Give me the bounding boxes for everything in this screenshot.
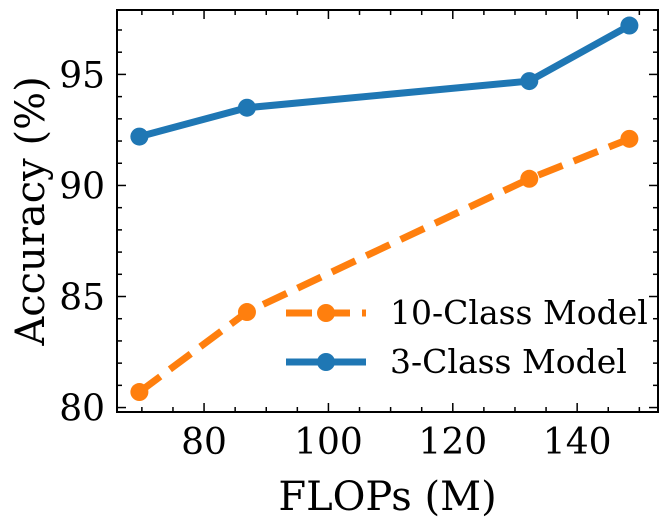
- series-line: [138, 22, 632, 140]
- legend-entry: 3-Class Model: [286, 342, 627, 381]
- x-axis-label: FLOPs (M): [278, 474, 496, 520]
- data-point: [237, 303, 256, 322]
- legend-label: 3-Class Model: [390, 342, 627, 381]
- x-tick-label: 100: [294, 422, 363, 463]
- ticks-layer: 80 100 120 140 80 85 90 95: [59, 10, 658, 463]
- data-point: [237, 98, 256, 117]
- legend-swatch-marker: [317, 304, 335, 322]
- y-tick-label: 80: [59, 389, 105, 430]
- data-point: [620, 16, 639, 35]
- series-layer: [130, 16, 639, 402]
- x-tick-label: 120: [418, 422, 487, 463]
- y-tick-label: 90: [59, 166, 105, 207]
- data-point: [130, 383, 149, 402]
- y-tick-label: 85: [59, 278, 105, 319]
- y-tick-label: 95: [59, 55, 105, 96]
- data-point: [620, 129, 639, 148]
- series-three-class: [130, 16, 639, 146]
- x-tick-label: 140: [543, 422, 612, 463]
- legend-swatch-marker: [317, 353, 335, 371]
- legend: 10-Class Model 3-Class Model: [286, 293, 648, 381]
- plot-frame: [116, 9, 659, 413]
- data-point: [130, 127, 149, 146]
- y-axis-label: Accuracy (%): [8, 76, 54, 346]
- x-tick-label: 80: [181, 422, 227, 463]
- series-line: [137, 135, 631, 395]
- data-point: [520, 72, 539, 91]
- data-point: [520, 169, 539, 188]
- series-ten-class: [130, 129, 639, 402]
- legend-entry: 10-Class Model: [286, 293, 648, 332]
- legend-label: 10-Class Model: [390, 293, 648, 332]
